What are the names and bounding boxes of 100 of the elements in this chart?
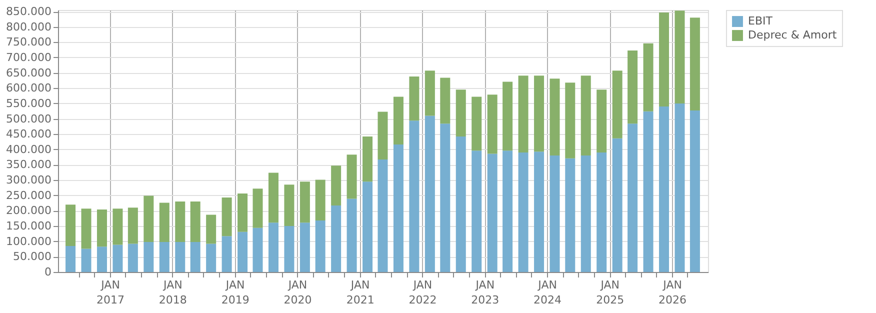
bar bbox=[472, 150, 482, 272]
bar bbox=[487, 94, 498, 154]
bar bbox=[112, 208, 123, 245]
bar bbox=[128, 208, 138, 244]
bar bbox=[580, 156, 591, 272]
bar bbox=[440, 78, 450, 124]
bar bbox=[300, 222, 310, 272]
y-tick-label: 450.000 bbox=[6, 128, 52, 141]
bar bbox=[331, 166, 342, 206]
bar bbox=[144, 196, 154, 242]
bar bbox=[112, 244, 123, 272]
x-tick-label: JAN 2025 bbox=[596, 278, 624, 306]
y-tick-label: 350.000 bbox=[6, 158, 52, 172]
bar bbox=[66, 246, 76, 272]
bar bbox=[628, 124, 638, 272]
bar bbox=[268, 172, 278, 223]
y-tick-label: 500.000 bbox=[6, 112, 52, 126]
bar bbox=[550, 78, 560, 156]
bar bbox=[159, 202, 170, 242]
bar bbox=[190, 202, 200, 242]
bar bbox=[424, 116, 435, 272]
x-tick-label: JAN 2023 bbox=[471, 278, 500, 306]
bar bbox=[252, 188, 263, 228]
y-tick-label: 750.000 bbox=[6, 36, 52, 49]
bar bbox=[690, 18, 700, 111]
bar bbox=[565, 158, 576, 272]
x-tick-label: JAN 2021 bbox=[346, 278, 374, 306]
bar bbox=[362, 182, 373, 272]
bar bbox=[346, 154, 357, 199]
y-tick-label: 0 bbox=[44, 266, 52, 278]
y-tick-label: 300.000 bbox=[6, 174, 52, 187]
y-tick-label: 600.000 bbox=[6, 82, 52, 95]
bar bbox=[331, 206, 342, 272]
y-tick-label: 400.000 bbox=[6, 142, 52, 156]
bar bbox=[534, 76, 544, 152]
bar bbox=[96, 246, 107, 272]
bar bbox=[596, 152, 607, 272]
bar bbox=[409, 76, 420, 121]
bar bbox=[440, 124, 450, 272]
bar bbox=[643, 43, 654, 112]
bar bbox=[206, 214, 216, 244]
bar bbox=[362, 136, 373, 182]
bar bbox=[252, 228, 263, 272]
x-tick-label: JAN 2020 bbox=[284, 278, 312, 306]
bar bbox=[456, 136, 466, 272]
y-tick-label: 100.000 bbox=[6, 234, 52, 248]
bar bbox=[238, 194, 248, 232]
bar bbox=[502, 82, 513, 151]
bar bbox=[409, 120, 420, 272]
y-tick-label: 150.000 bbox=[6, 220, 52, 233]
bar bbox=[346, 198, 357, 272]
bar bbox=[612, 138, 622, 272]
bar bbox=[284, 184, 294, 226]
x-tick-label: JAN 2018 bbox=[158, 278, 187, 306]
y-tick-label: 800.000 bbox=[6, 20, 52, 34]
bar bbox=[159, 242, 170, 272]
bar bbox=[674, 10, 685, 104]
bar bbox=[175, 242, 186, 272]
y-tick-label: 650.000 bbox=[6, 66, 52, 80]
bar bbox=[690, 110, 700, 272]
bar bbox=[315, 220, 326, 272]
bar bbox=[300, 182, 310, 223]
bar bbox=[378, 112, 388, 160]
bar bbox=[659, 106, 670, 272]
bar bbox=[643, 111, 654, 272]
y-tick-label: 850.000 bbox=[6, 5, 52, 18]
bar bbox=[596, 90, 607, 152]
bar bbox=[534, 152, 544, 272]
y-tick-label: 50.000 bbox=[13, 250, 52, 264]
bar bbox=[81, 208, 92, 249]
bar bbox=[284, 226, 294, 272]
bar bbox=[456, 90, 466, 137]
bar bbox=[190, 242, 200, 272]
bar bbox=[612, 70, 622, 138]
bar bbox=[66, 204, 76, 246]
bar bbox=[315, 180, 326, 221]
bar bbox=[222, 198, 232, 236]
bar bbox=[393, 144, 404, 272]
y-tick-label: 550.000 bbox=[6, 96, 52, 110]
bar bbox=[128, 244, 138, 272]
bar bbox=[238, 232, 248, 272]
y-tick-label: 200.000 bbox=[6, 204, 52, 218]
bar bbox=[502, 150, 513, 272]
y-tick-label: 250.000 bbox=[6, 188, 52, 202]
bar bbox=[96, 209, 107, 247]
x-tick-label: JAN 2026 bbox=[658, 278, 687, 306]
bar bbox=[518, 152, 528, 272]
bar bbox=[580, 76, 591, 156]
bar bbox=[628, 50, 638, 124]
bar bbox=[659, 12, 670, 107]
bar bbox=[487, 154, 498, 272]
x-tick-label: JAN 2022 bbox=[408, 278, 437, 306]
bar bbox=[565, 82, 576, 158]
bar bbox=[472, 96, 482, 151]
bar bbox=[378, 160, 388, 272]
bar bbox=[206, 244, 216, 272]
y-tick-label: 700.000 bbox=[6, 50, 52, 64]
legend-label: EBIT bbox=[748, 14, 773, 28]
bar bbox=[674, 103, 685, 272]
bar bbox=[518, 76, 528, 152]
